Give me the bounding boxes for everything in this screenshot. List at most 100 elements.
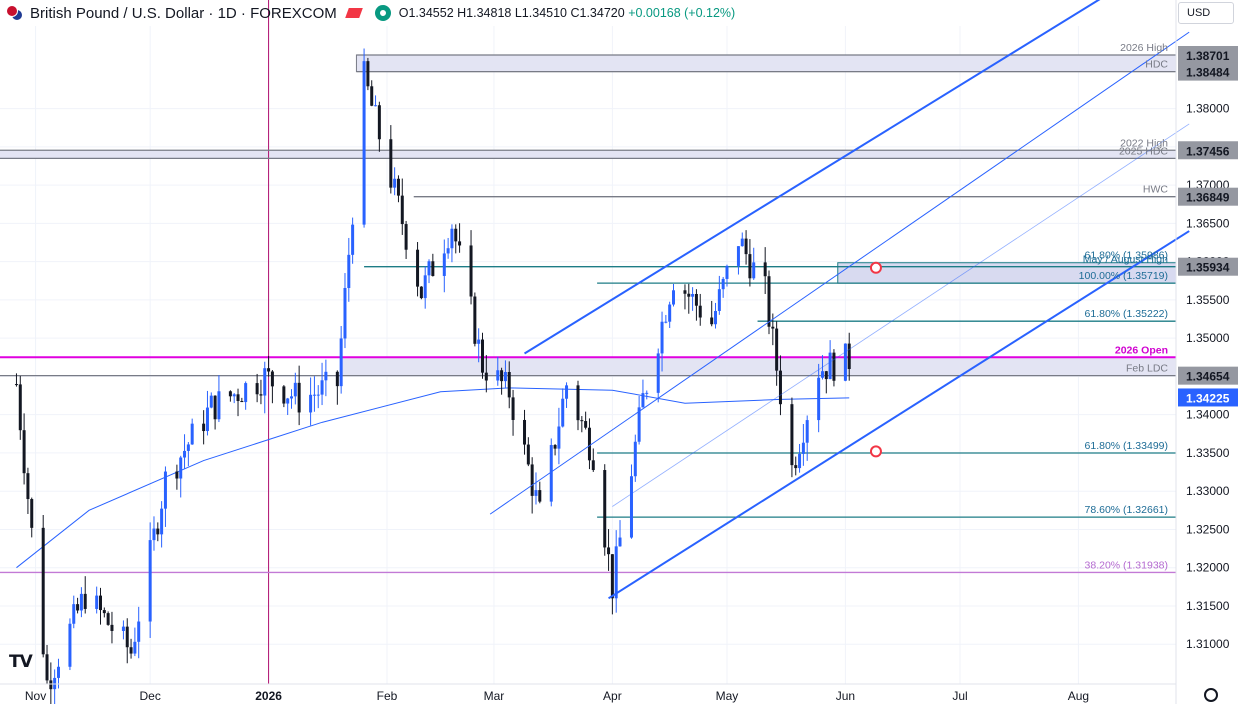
time-tick-label: Apr: [603, 689, 622, 703]
candle-body: [148, 540, 152, 622]
candle-body: [110, 624, 114, 631]
high-band: [355, 54, 1177, 73]
candle-body: [404, 224, 408, 250]
candle-body: [175, 471, 179, 479]
candle-body: [553, 445, 557, 449]
candle-body: [49, 680, 53, 690]
candle-body: [607, 547, 611, 555]
settings-icon[interactable]: [1204, 688, 1218, 702]
candle-body: [183, 450, 187, 458]
candle-body: [714, 310, 718, 325]
candle-body: [580, 420, 584, 422]
candle-body: [416, 249, 420, 287]
candle-body: [202, 423, 206, 432]
candle-body: [618, 537, 622, 547]
candle-body: [30, 499, 34, 528]
candle-body: [320, 380, 324, 395]
chart-grid: [0, 26, 1176, 684]
candle-body: [828, 352, 832, 380]
candle-body: [282, 386, 286, 404]
candle-body: [446, 248, 450, 254]
candle-body: [427, 261, 431, 276]
candle-body: [106, 613, 110, 625]
last-price-tag: [1178, 388, 1238, 407]
candle-body: [228, 391, 232, 397]
tradingview-logo[interactable]: TV: [9, 652, 33, 672]
candle-body: [41, 527, 45, 655]
candle-body: [156, 528, 160, 535]
currency-selector[interactable]: USD: [1178, 2, 1234, 24]
candle-body: [442, 253, 446, 276]
candle-body: [190, 423, 194, 445]
channel-line: [608, 230, 1190, 600]
candle-body: [316, 394, 320, 396]
candle-body: [847, 343, 851, 370]
candle-body: [137, 621, 141, 642]
time-axis: Nov Dec 2026 Feb Mar Apr May Jun Jul Aug: [25, 689, 1089, 703]
candles: [14, 48, 851, 704]
hdc-band: [0, 150, 1176, 159]
level-label: 2026 High: [1120, 42, 1168, 54]
high-value: H1.34818: [457, 6, 512, 20]
candle-body: [790, 404, 794, 466]
candle-body: [748, 254, 752, 279]
candle-body: [102, 610, 106, 614]
candle-body: [18, 384, 22, 431]
candle-body: [309, 394, 313, 413]
edit-icon[interactable]: [344, 8, 363, 18]
candle-body: [370, 86, 374, 106]
candle-body: [99, 595, 102, 611]
open-band: [341, 357, 1176, 376]
candle-body: [798, 453, 802, 469]
candle-body: [259, 394, 263, 396]
time-tick-label: 2026: [255, 689, 282, 703]
candle-body: [477, 339, 481, 344]
candle-body: [549, 445, 553, 502]
candle-body: [591, 460, 595, 471]
marker-circle: [869, 445, 882, 458]
level-label: 2026 Open: [1115, 344, 1168, 356]
price-tag-label: 1.38484: [1186, 66, 1230, 80]
candle-body: [668, 304, 672, 322]
candle-body: [232, 394, 236, 397]
low-value: L1.34510: [514, 6, 567, 20]
candle-body: [496, 370, 500, 381]
candle-body: [14, 384, 18, 386]
candle-body: [610, 554, 614, 599]
candle-body: [538, 490, 542, 502]
candle-body: [523, 419, 527, 445]
change-value: +0.00168 (+0.12%): [628, 6, 736, 20]
candle-body: [217, 391, 221, 420]
channel-lines: [489, 0, 1190, 600]
candle-body: [290, 396, 293, 399]
candle-body: [389, 139, 393, 188]
candle-body: [656, 353, 660, 393]
candle-body: [393, 178, 397, 188]
candle-body: [534, 490, 538, 496]
candle-body: [763, 262, 767, 277]
candle-body: [125, 626, 129, 648]
gbp-usd-flag-icon: [6, 4, 24, 22]
channel-line: [523, 0, 1101, 355]
candle-body: [56, 666, 60, 678]
price-tag: [1178, 257, 1238, 276]
candle-body: [79, 593, 83, 611]
price-tick-label: 1.32500: [1186, 522, 1230, 536]
candle-body: [817, 377, 821, 421]
candle-body: [771, 326, 775, 329]
candle-body: [507, 372, 511, 398]
price-tag: [1178, 366, 1238, 385]
candle-body: [576, 385, 580, 421]
symbol-title[interactable]: British Pound / U.S. Dollar · 1D · FOREX…: [30, 4, 337, 22]
price-tag-label: 1.36849: [1186, 191, 1230, 205]
candle-body: [22, 430, 26, 474]
candle-body: [721, 278, 725, 290]
close-value: C1.34720: [570, 6, 625, 20]
candle-body: [26, 473, 30, 500]
visibility-icon[interactable]: [374, 5, 391, 21]
candle-body: [805, 420, 809, 443]
candle-body: [297, 382, 301, 413]
time-tick-label: Feb: [377, 689, 398, 703]
